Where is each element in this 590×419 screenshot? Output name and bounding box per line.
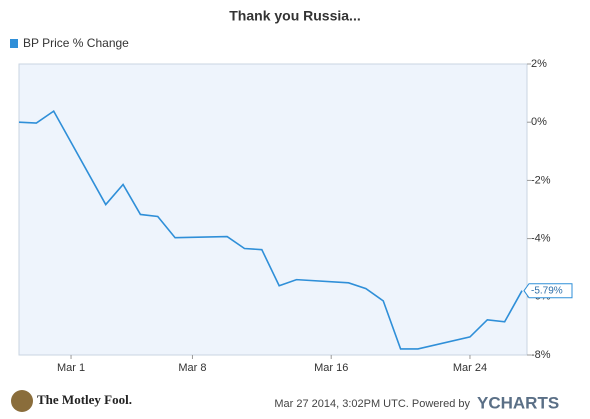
x-tick-label: Mar 8 xyxy=(178,362,206,374)
x-tick-label: Mar 1 xyxy=(57,362,85,374)
chart-title: Thank you Russia... xyxy=(229,8,360,24)
plot-area xyxy=(18,63,528,356)
x-tick-label: Mar 16 xyxy=(314,362,348,374)
y-tick-label: 2% xyxy=(531,58,547,70)
footer: The Motley Fool. Mar 27 2014, 3:02PM UTC… xyxy=(11,390,559,412)
value-label: -5.79% xyxy=(531,285,563,296)
logo-icon xyxy=(11,390,33,412)
y-tick-label: -4% xyxy=(531,233,551,245)
brand: YCHARTS xyxy=(477,393,559,412)
timestamp: Mar 27 2014, 3:02PM UTC. Powered by xyxy=(274,398,470,410)
y-tick-label: -2% xyxy=(531,174,551,186)
y-tick-label: -8% xyxy=(531,349,551,361)
logo-text: The Motley Fool. xyxy=(37,392,132,407)
legend-swatch xyxy=(10,39,18,48)
legend-label: BP Price % Change xyxy=(23,36,129,50)
y-tick-label: 0% xyxy=(531,116,547,128)
x-tick-label: Mar 24 xyxy=(453,362,487,374)
line xyxy=(18,109,523,350)
value-label-box xyxy=(523,283,573,299)
